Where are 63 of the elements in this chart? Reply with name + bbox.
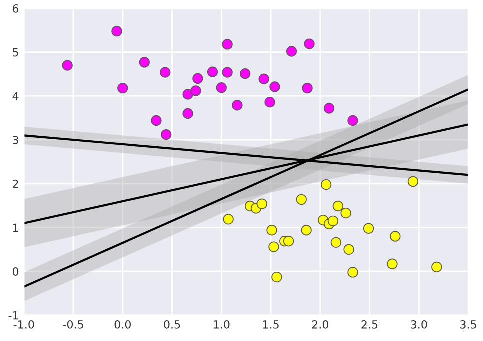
point (296, 194, 307, 206)
point (344, 244, 354, 255)
point (118, 82, 128, 94)
point (272, 272, 282, 283)
point (408, 176, 419, 188)
point (258, 74, 270, 84)
x-tick-label: 1.5 (263, 320, 279, 329)
x-tick-label: 3.0 (411, 320, 428, 329)
point (151, 115, 162, 126)
x-tick-label: 0.5 (164, 320, 180, 329)
y-tick-label: 1 (13, 224, 18, 232)
point (330, 237, 342, 248)
point (190, 86, 202, 96)
y-tick-label: 4 (12, 92, 19, 100)
point (332, 200, 344, 212)
point (320, 179, 332, 190)
point (340, 208, 352, 219)
point (268, 242, 280, 252)
y-tick-label: 2 (13, 180, 18, 188)
point (182, 89, 194, 100)
x-tick-label: 3.5 (460, 320, 476, 329)
y-tick-label: 6 (12, 4, 19, 13)
x-tick-label: 2.0 (312, 320, 328, 329)
x-tick-label: -1.0 (14, 320, 34, 329)
point (328, 216, 339, 226)
point (302, 82, 313, 94)
point (232, 100, 243, 111)
point (363, 223, 374, 234)
y-tick-label: 3 (13, 136, 18, 144)
point (192, 73, 204, 84)
point (160, 67, 171, 78)
point (286, 46, 298, 57)
point (301, 225, 312, 236)
point (222, 67, 233, 78)
point (266, 225, 278, 236)
point (216, 82, 227, 94)
point (270, 82, 280, 92)
point (240, 68, 251, 80)
x-tick-label: -0.5 (63, 320, 84, 329)
point (161, 129, 172, 140)
point (207, 66, 218, 78)
point (390, 231, 401, 242)
point (387, 258, 398, 270)
y-tick-label: 5 (13, 48, 18, 57)
point (256, 198, 268, 210)
y-tick-label: -1 (8, 312, 18, 320)
point (283, 236, 294, 247)
point (62, 60, 73, 71)
point (222, 39, 233, 50)
point (264, 97, 276, 108)
point (223, 214, 234, 225)
point (348, 115, 358, 126)
y-tick-label: 0 (12, 268, 19, 276)
point (304, 38, 315, 50)
x-tick-label: 2.5 (362, 320, 378, 329)
x-tick-label: 0.0 (114, 320, 131, 329)
x-tick-label: 1.0 (214, 320, 230, 329)
point (348, 267, 358, 278)
point (139, 57, 150, 68)
point (112, 26, 122, 37)
point (324, 103, 335, 114)
point (182, 108, 194, 120)
point (432, 262, 442, 273)
